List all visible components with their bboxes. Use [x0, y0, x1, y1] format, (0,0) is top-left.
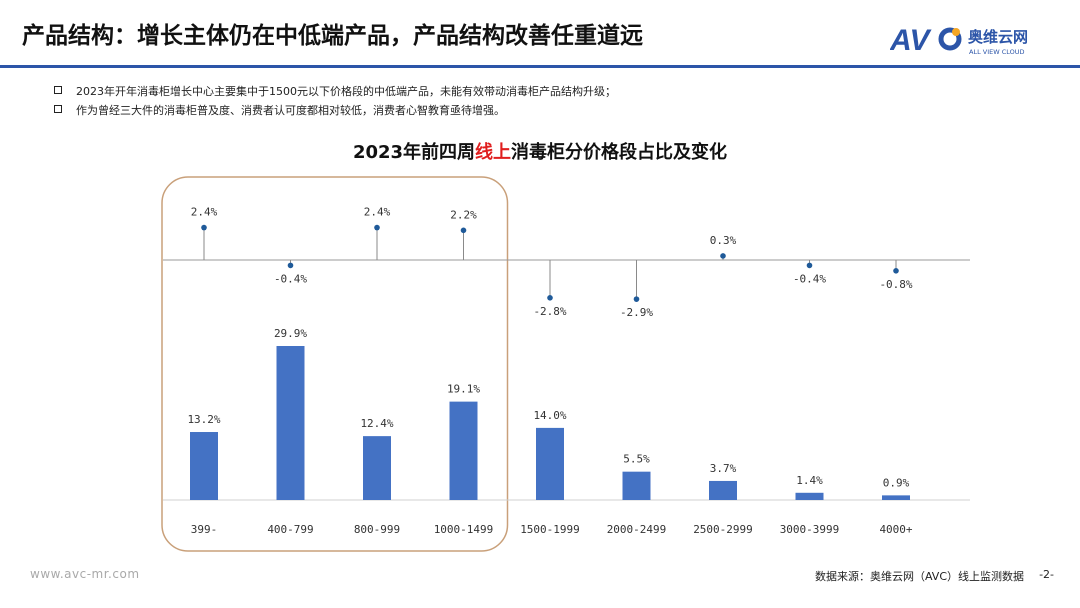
category-label: 399-: [191, 523, 218, 536]
change-point: [720, 253, 726, 259]
change-point: [806, 262, 813, 269]
change-label: 2.2%: [450, 208, 477, 221]
bullet-item: 作为曾经三大件的消毒柜普及度、消费者认可度都相对较低，消费者心智教育亟待增强。: [54, 101, 616, 120]
change-label: 0.3%: [710, 234, 737, 247]
change-label: -2.9%: [620, 306, 653, 319]
share-label: 0.9%: [883, 476, 910, 489]
change-label: -2.8%: [533, 305, 566, 318]
share-bar: [795, 492, 824, 500]
share-label: 5.5%: [623, 453, 650, 466]
chart-title-highlight: 线上: [475, 142, 512, 163]
share-label: 19.1%: [447, 383, 480, 396]
category-label: 2500-2999: [693, 523, 753, 536]
share-bar: [622, 471, 651, 500]
category-label: 3000-3999: [780, 523, 840, 536]
share-bar: [276, 346, 305, 500]
share-label: 14.0%: [533, 409, 566, 422]
logo-subtext: ALL VIEW CLOUD: [969, 48, 1025, 56]
change-point: [547, 295, 553, 301]
change-point: [201, 224, 207, 231]
chart-title-suffix: 消毒柜分价格段占比及变化: [511, 142, 728, 163]
logo-text: 奥维云网: [968, 28, 1028, 46]
share-bar: [449, 401, 478, 500]
change-point: [893, 268, 899, 274]
chart-title: 2023年前四周线上消毒柜分价格段占比及变化: [0, 138, 1080, 164]
change-label: 2.4%: [191, 206, 218, 219]
category-label: 4000+: [879, 523, 912, 536]
share-label: 13.2%: [187, 413, 220, 426]
share-bar: [363, 436, 391, 500]
bullet-list: 2023年开年消毒柜增长中心主要集中于1500元以下价格段的中低端产品，未能有效…: [54, 82, 616, 120]
category-label: 1500-1999: [520, 523, 580, 536]
footer-website: www.avc-mr.com: [30, 567, 140, 581]
share-label: 12.4%: [360, 417, 393, 430]
chart-title-prefix: 2023年前四周: [352, 142, 476, 163]
share-bar: [709, 480, 737, 500]
svg-text:AV: AV: [890, 24, 932, 57]
change-point: [374, 224, 380, 231]
change-point: [460, 227, 467, 234]
category-label: 1000-1499: [434, 523, 494, 536]
page-number: -2-: [1039, 568, 1054, 581]
category-label: 2000-2499: [607, 523, 667, 536]
change-label: -0.4%: [274, 272, 307, 285]
share-label: 3.7%: [710, 462, 737, 475]
change-label: -0.4%: [793, 272, 826, 285]
share-bar: [536, 427, 564, 500]
category-label: 400-799: [267, 523, 313, 536]
share-label: 1.4%: [796, 474, 823, 487]
category-label: 800-999: [354, 523, 400, 536]
share-label: 29.9%: [274, 327, 307, 340]
bullet-item: 2023年开年消毒柜增长中心主要集中于1500元以下价格段的中低端产品，未能有效…: [54, 82, 616, 101]
change-label: -0.8%: [879, 278, 912, 291]
footer-source: 数据来源：奥维云网（AVC）线上监测数据: [814, 570, 1024, 583]
share-bar: [190, 432, 218, 500]
highlight-box: [161, 176, 509, 552]
change-label: 2.4%: [364, 206, 391, 219]
page-title: 产品结构：增长主体仍在中低端产品，产品结构改善任重道远: [22, 23, 643, 49]
change-point: [287, 262, 294, 269]
avc-logo: AV 奥维云网 ALL VIEW CLOUD: [890, 24, 1028, 57]
share-bar: [882, 495, 910, 500]
change-point: [633, 296, 640, 302]
header-rule: [0, 65, 1080, 68]
